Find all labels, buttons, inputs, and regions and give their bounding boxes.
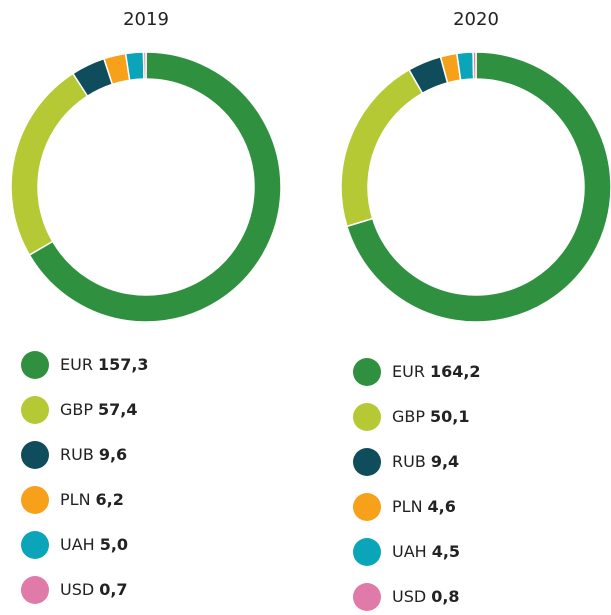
legend-entry: GBP 57,4 <box>60 400 138 419</box>
donut-segment <box>10 72 89 257</box>
legend-label: PLN <box>60 490 91 509</box>
legend-swatch <box>21 441 49 469</box>
chart-title: 2020 <box>453 9 499 30</box>
legend-entry: EUR 164,2 <box>392 362 481 381</box>
legend-value: 4,6 <box>428 497 456 516</box>
legend-value: 5,0 <box>100 535 128 554</box>
legend-entry: RUB 9,6 <box>60 445 127 464</box>
legend-swatch <box>21 396 49 424</box>
legend-label: PLN <box>392 497 423 516</box>
legend-value: 4,5 <box>432 542 460 561</box>
legend-label: USD <box>392 587 426 606</box>
donut-segment <box>124 51 145 82</box>
legend-label: RUB <box>392 452 426 471</box>
legend-entry: PLN 6,2 <box>60 490 124 509</box>
legend-value: 57,4 <box>98 400 137 419</box>
legend-value: 0,8 <box>431 587 459 606</box>
legend-entry: UAH 5,0 <box>60 535 128 554</box>
legend-entry: USD 0,8 <box>392 587 460 606</box>
legend-label: EUR <box>392 362 425 381</box>
legend-swatch <box>353 493 381 521</box>
legend-value: 9,4 <box>431 452 459 471</box>
legend-value: 164,2 <box>430 362 481 381</box>
legend-entry: PLN 4,6 <box>392 497 456 516</box>
donut-segment <box>472 51 477 80</box>
legend-label: UAH <box>392 542 427 561</box>
legend-entry: EUR 157,3 <box>60 355 149 374</box>
legend-value: 50,1 <box>430 407 469 426</box>
chart-title: 2019 <box>123 9 169 30</box>
legend-entry: GBP 50,1 <box>392 407 470 426</box>
donut-segment <box>345 51 611 323</box>
donut-segment <box>340 68 424 228</box>
legend-value: 6,2 <box>96 490 124 509</box>
legend-entry: USD 0,7 <box>60 580 128 599</box>
legend-entry: UAH 4,5 <box>392 542 460 561</box>
donut-segment <box>142 51 147 80</box>
legend-value: 0,7 <box>99 580 127 599</box>
legend-swatch <box>353 448 381 476</box>
legend-swatch <box>21 351 49 379</box>
legend-swatch <box>21 486 49 514</box>
donut-segment <box>455 51 475 81</box>
legend-label: EUR <box>60 355 93 374</box>
legend-entry: RUB 9,4 <box>392 452 459 471</box>
legend-value: 157,3 <box>98 355 149 374</box>
legend-swatch <box>353 403 381 431</box>
legend-swatch <box>353 358 381 386</box>
legend-swatch <box>353 538 381 566</box>
legend-label: UAH <box>60 535 95 554</box>
donut-segment <box>28 51 282 323</box>
legend-swatch <box>21 576 49 604</box>
legend-label: USD <box>60 580 94 599</box>
legend-label: GBP <box>392 407 425 426</box>
legend-label: RUB <box>60 445 94 464</box>
legend-swatch <box>353 583 381 611</box>
legend-label: GBP <box>60 400 93 419</box>
legend-swatch <box>21 531 49 559</box>
legend-value: 9,6 <box>99 445 127 464</box>
